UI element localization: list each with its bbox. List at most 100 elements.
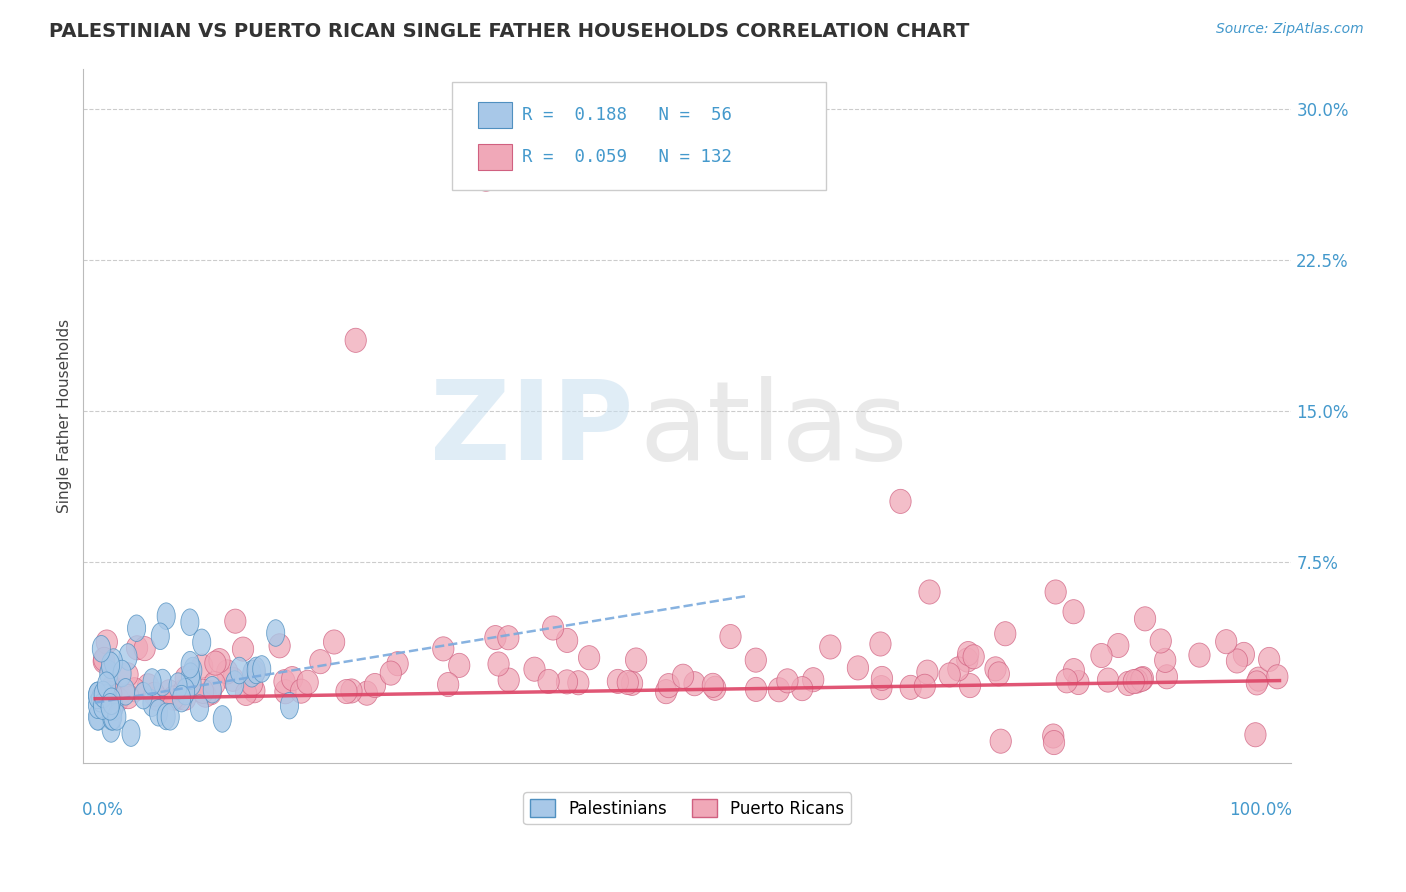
Ellipse shape <box>274 680 297 704</box>
Ellipse shape <box>433 637 454 661</box>
Y-axis label: Single Father Households: Single Father Households <box>58 318 72 513</box>
Ellipse shape <box>163 686 184 710</box>
Ellipse shape <box>117 663 138 687</box>
Ellipse shape <box>1249 667 1270 691</box>
Ellipse shape <box>776 669 799 693</box>
Ellipse shape <box>184 657 202 684</box>
Ellipse shape <box>280 692 298 719</box>
Ellipse shape <box>169 673 187 699</box>
Ellipse shape <box>988 662 1010 686</box>
Ellipse shape <box>91 685 110 712</box>
Ellipse shape <box>356 681 377 706</box>
Ellipse shape <box>948 657 969 681</box>
Ellipse shape <box>193 629 211 656</box>
Ellipse shape <box>557 670 578 694</box>
Ellipse shape <box>963 645 984 669</box>
Ellipse shape <box>1091 643 1112 667</box>
Ellipse shape <box>617 671 638 695</box>
Ellipse shape <box>173 679 194 703</box>
Ellipse shape <box>97 672 115 698</box>
Ellipse shape <box>1123 670 1144 694</box>
Ellipse shape <box>498 625 519 650</box>
Ellipse shape <box>626 648 647 672</box>
Ellipse shape <box>89 704 107 731</box>
Ellipse shape <box>939 663 960 687</box>
Ellipse shape <box>143 690 162 716</box>
Ellipse shape <box>243 660 262 687</box>
Ellipse shape <box>956 648 979 673</box>
Ellipse shape <box>870 675 891 699</box>
Ellipse shape <box>437 673 458 697</box>
FancyBboxPatch shape <box>451 82 827 190</box>
Ellipse shape <box>683 672 706 696</box>
Ellipse shape <box>291 679 312 703</box>
Ellipse shape <box>387 651 408 676</box>
Ellipse shape <box>117 679 135 705</box>
Ellipse shape <box>193 680 214 704</box>
Ellipse shape <box>1156 665 1177 689</box>
Ellipse shape <box>720 624 741 648</box>
Ellipse shape <box>159 680 180 704</box>
Ellipse shape <box>1126 669 1147 693</box>
Ellipse shape <box>217 660 238 684</box>
Ellipse shape <box>214 706 232 732</box>
Ellipse shape <box>488 652 509 676</box>
Ellipse shape <box>917 660 938 684</box>
Ellipse shape <box>100 660 118 687</box>
Legend: Palestinians, Puerto Ricans: Palestinians, Puerto Ricans <box>523 792 851 824</box>
Ellipse shape <box>344 328 367 352</box>
Ellipse shape <box>101 681 122 706</box>
Ellipse shape <box>162 704 179 731</box>
Ellipse shape <box>98 685 117 711</box>
Ellipse shape <box>101 675 122 699</box>
Ellipse shape <box>1226 648 1247 673</box>
Ellipse shape <box>498 668 519 692</box>
Ellipse shape <box>181 663 200 690</box>
Ellipse shape <box>984 657 1007 681</box>
Ellipse shape <box>1189 643 1211 667</box>
Ellipse shape <box>820 635 841 659</box>
Ellipse shape <box>127 636 148 660</box>
Ellipse shape <box>655 680 676 704</box>
Ellipse shape <box>128 615 146 641</box>
Ellipse shape <box>672 665 693 689</box>
Ellipse shape <box>89 682 107 708</box>
Ellipse shape <box>225 671 243 698</box>
Ellipse shape <box>152 623 169 649</box>
Ellipse shape <box>93 649 114 673</box>
Ellipse shape <box>181 651 200 678</box>
Ellipse shape <box>100 694 118 721</box>
Ellipse shape <box>1132 666 1153 690</box>
Ellipse shape <box>309 649 330 673</box>
Ellipse shape <box>122 720 141 747</box>
Ellipse shape <box>94 648 115 672</box>
Ellipse shape <box>232 637 253 661</box>
Ellipse shape <box>267 620 285 647</box>
Ellipse shape <box>658 673 679 698</box>
Text: 100.0%: 100.0% <box>1229 801 1292 820</box>
Ellipse shape <box>204 676 221 703</box>
Ellipse shape <box>1067 671 1090 695</box>
Ellipse shape <box>1097 668 1119 692</box>
Ellipse shape <box>94 681 112 707</box>
Ellipse shape <box>205 651 226 675</box>
Ellipse shape <box>247 657 266 683</box>
Text: 0.0%: 0.0% <box>82 801 124 820</box>
Ellipse shape <box>994 622 1017 646</box>
Ellipse shape <box>1118 672 1139 696</box>
Ellipse shape <box>1045 580 1066 604</box>
Ellipse shape <box>104 648 122 675</box>
Ellipse shape <box>364 673 385 698</box>
Ellipse shape <box>380 661 402 685</box>
Ellipse shape <box>1043 731 1064 755</box>
Ellipse shape <box>173 685 191 712</box>
Ellipse shape <box>269 633 290 658</box>
Text: R =  0.059   N = 132: R = 0.059 N = 132 <box>522 148 731 166</box>
Ellipse shape <box>745 648 766 673</box>
Ellipse shape <box>543 616 564 640</box>
Ellipse shape <box>848 656 869 680</box>
Ellipse shape <box>243 679 264 703</box>
Ellipse shape <box>134 637 155 661</box>
Ellipse shape <box>93 693 111 719</box>
Ellipse shape <box>1056 669 1077 693</box>
